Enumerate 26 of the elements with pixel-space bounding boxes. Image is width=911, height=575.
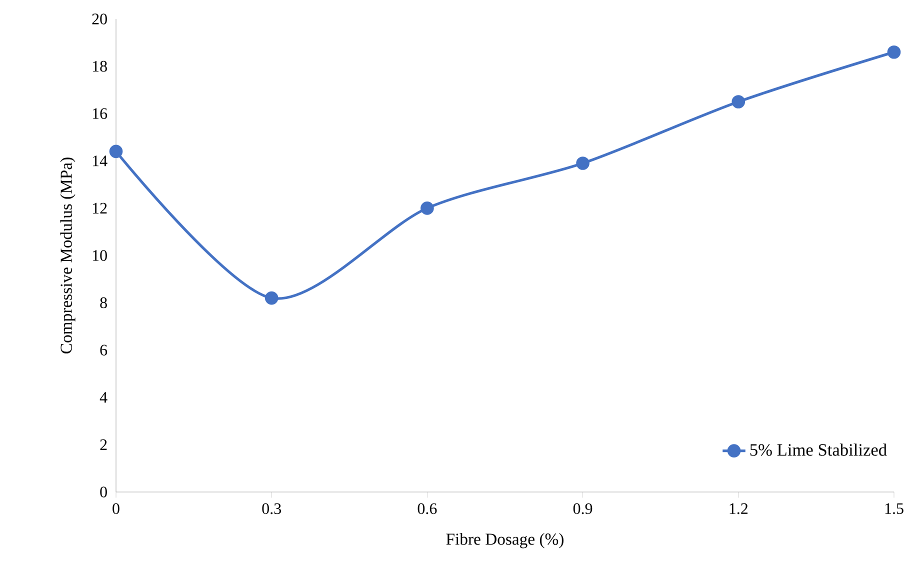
point <box>732 95 746 108</box>
y-tick-label: 16 <box>92 108 108 119</box>
x-axis-title: Fibre Dosage (%) <box>446 533 564 548</box>
y-tick-label: 4 <box>100 392 108 403</box>
y-tick-label: 8 <box>100 297 107 308</box>
point <box>576 156 590 170</box>
y-tick-label: 12 <box>92 202 107 214</box>
point <box>420 202 434 215</box>
y-tick-label: 0 <box>100 486 107 498</box>
y-tick-label: 6 <box>100 344 108 356</box>
point <box>264 291 278 305</box>
x-tick-label: 0.9 <box>573 503 592 514</box>
point <box>109 144 123 158</box>
y-tick-label: 14 <box>92 156 108 166</box>
x-tick-label: 0.3 <box>262 503 281 514</box>
y-tick-label: 20 <box>92 14 107 24</box>
point <box>887 45 901 59</box>
x-tick-label: 0 <box>112 503 120 514</box>
x-tick-label: 1.2 <box>730 503 748 514</box>
y-tick-label: 10 <box>92 250 107 261</box>
legend-label: 5% Lime Stabilized <box>750 444 887 456</box>
y-axis-title: Compressive Modulus (MPa) <box>60 158 76 354</box>
y-tick-label: 2 <box>100 439 107 450</box>
y-tick-label: 18 <box>92 60 107 72</box>
x-tick-label: 1.5 <box>885 503 904 514</box>
x-tick-label: 0.6 <box>418 503 437 514</box>
